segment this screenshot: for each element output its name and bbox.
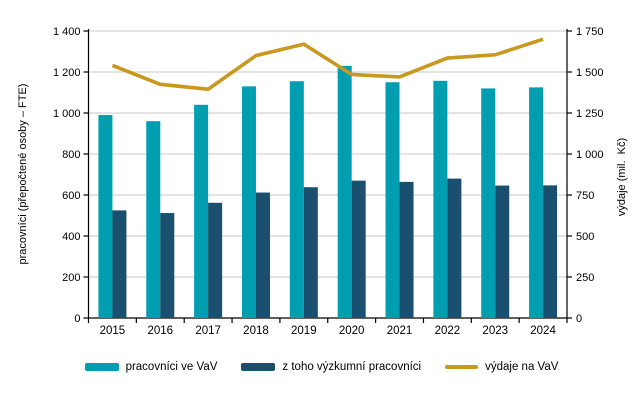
left-axis-tick-label: 1 000 [53,108,81,120]
x-axis-label: 2021 [387,325,413,337]
bar-2018 [255,192,270,318]
legend-item-pracovnici-ve-vav: pracovníci ve VaV [84,361,218,373]
bar-2024 [529,87,544,318]
x-axis-label: 2016 [147,325,173,337]
right-axis-tick-label: 250 [576,272,594,284]
right-axis-tick-label: 750 [576,190,594,202]
right-axis-tick-label: 1 750 [576,26,604,38]
bar-2022 [433,80,448,318]
left-axis-tick-label: 1 200 [53,67,81,79]
right-axis-tick-label: 500 [576,231,594,243]
plot-area: 0 200 400 600 800 1 000 1 200 1 400 0 250 500 750 1 … [53,26,604,337]
legend-item-vyzkumni-pracovnici: z toho výzkumní pracovníci [241,361,421,373]
bar-2016 [160,213,175,318]
bar-2024 [543,185,558,318]
left-axis-tick-label: 800 [62,149,80,161]
bar-2017 [194,104,209,318]
bar-2015 [98,115,113,318]
legend: pracovníci ve VaV z toho výzkumní pracov… [0,361,643,373]
bar-2021 [385,82,400,318]
bar-2018 [241,86,256,318]
x-axis-label: 2018 [243,325,269,337]
bar-2020 [351,180,366,318]
right-axis-tick-label: 1 000 [576,149,604,161]
series-pracovnici-ve-vav [98,65,544,319]
x-axis-label: 2023 [482,325,508,337]
line-vydaje-na-vav [111,37,544,92]
legend-label: z toho výzkumní pracovníci [282,361,422,373]
bar-2020 [337,65,352,318]
left-axis-tick-label: 400 [62,231,80,243]
legend-item-vydaje-na-vav: výdaje na VaV [445,361,558,373]
x-axis-label: 2020 [339,325,365,337]
bar-2021 [399,181,414,318]
left-axis-tick-label: 1 400 [53,26,81,38]
x-axis-label: 2022 [435,325,461,337]
bar-2022 [447,178,462,318]
bar-swatch-dark-icon [241,363,276,371]
x-axis-label: 2017 [195,325,221,337]
x-axis-label: 2015 [100,325,126,337]
line-swatch-icon [445,365,479,369]
x-axis-label: 2019 [291,325,317,337]
right-axis-tick-label: 1 500 [576,67,604,79]
right-axis-tick-label: 0 [576,313,582,325]
x-axis-label: 2024 [530,325,556,337]
bar-2015 [112,210,127,318]
legend-label: výdaje na VaV [485,361,559,373]
bar-2019 [303,187,318,318]
bar-2017 [208,202,223,318]
bar-2019 [289,81,304,318]
right-axis-tick-label: 1 250 [576,108,604,120]
series-vyzkumni-pracovnici [112,178,558,318]
bar-2023 [481,88,496,319]
bar-2016 [146,121,161,318]
bar-swatch-light-icon [84,363,119,371]
left-axis-tick-label: 0 [74,313,80,325]
left-axis-tick-label: 200 [62,272,80,284]
legend-label: pracovníci ve VaV [125,361,218,373]
left-axis-tick-label: 600 [62,190,80,202]
bar-2023 [495,185,510,318]
